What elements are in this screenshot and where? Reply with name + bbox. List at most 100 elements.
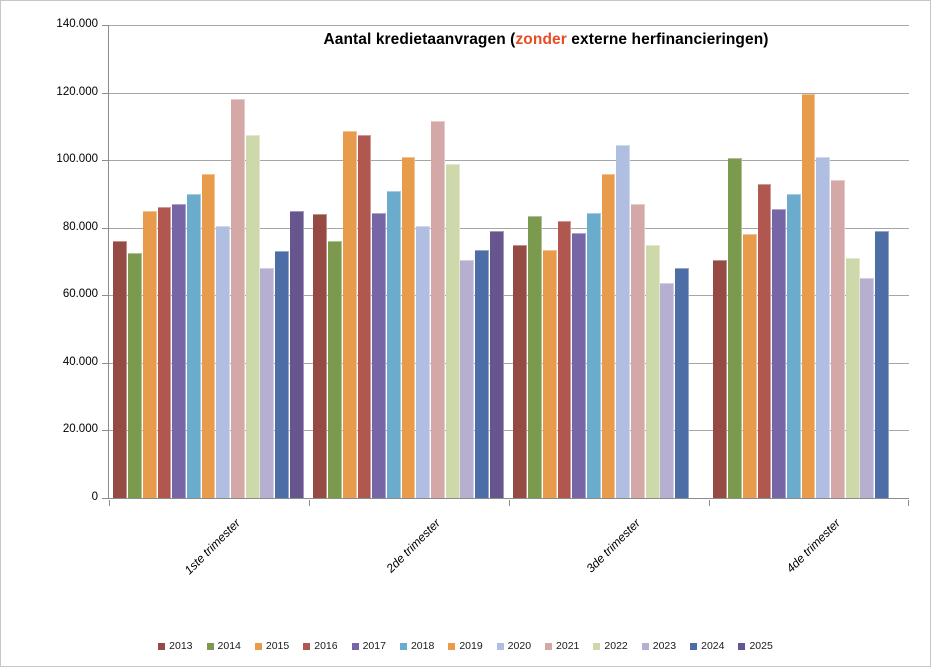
gridline-60.000 [109,295,909,297]
bar-2018-trimester-2 [386,190,401,498]
y-axis-label: 80.000 [62,220,98,233]
y-axis-label: 100.000 [56,153,98,166]
gridline-20.000 [109,430,909,432]
legend-swatch-2016 [303,642,311,650]
legend-swatch-2018 [399,642,407,650]
bar-2015-trimester-4 [742,234,757,498]
y-tick-mark [102,295,108,297]
bar-2022-trimester-2 [445,163,460,498]
legend-swatch-2013 [158,642,166,650]
x-tick-mark [908,500,909,506]
legend-item-2018: 2018 [399,640,435,652]
x-tick-mark [709,500,710,506]
gridline-40.000 [109,362,909,364]
legend-label: 2018 [410,640,435,652]
bar-2015-trimester-1 [142,210,157,498]
y-tick-mark [102,92,108,94]
bar-2014-trimester-1 [128,253,142,498]
legend-label: 2019 [459,640,483,652]
bar-2019-trimester-3 [601,173,616,498]
bar-2014-trimester-2 [328,241,342,498]
bar-2017-trimester-3 [572,232,587,498]
legend-swatch-2022 [593,642,601,650]
legend-swatch-2023 [641,642,649,650]
bar-2024-trimester-3 [675,268,689,498]
y-tick-mark [102,160,108,162]
bar-2013-trimester-4 [713,259,728,498]
y-axis-label: 60.000 [62,288,98,301]
legend-swatch-2020 [496,642,504,650]
legend-label: 2023 [652,640,677,652]
x-tick-mark [109,500,110,506]
bar-2024-trimester-1 [275,251,289,498]
x-axis-label-trimester-4: 4de trimester [783,516,843,576]
plot-area [102,25,909,506]
x-axis-label-trimester-2: 2de trimester [383,516,443,576]
bar-2016-trimester-2 [357,134,372,498]
y-axis-label: 120.000 [56,85,98,98]
legend-label: 2016 [314,640,338,652]
legend-swatch-2015 [254,642,262,650]
chart-title-highlight: zonder [515,31,567,48]
y-tick-mark [102,227,108,229]
legend-item-2025: 2025 [738,640,773,652]
legend-label: 2015 [265,640,290,652]
bar-2023-trimester-2 [460,259,475,498]
legend-label: 2025 [749,640,773,652]
bar-2023-trimester-4 [860,278,875,498]
bar-2019-trimester-1 [201,173,216,498]
y-tick-mark [102,498,108,499]
bar-2014-trimester-3 [528,215,542,498]
legend-swatch-2017 [351,642,359,650]
legend-item-2016: 2016 [303,640,338,652]
bar-2021-trimester-2 [431,121,445,498]
y-axis-label: 40.000 [62,355,98,368]
bar-2020-trimester-4 [816,156,831,498]
bar-2025-trimester-1 [289,210,304,498]
bar-2022-trimester-1 [245,134,260,498]
bar-2018-trimester-1 [186,193,201,498]
legend-item-2013: 2013 [158,640,193,652]
legend-item-2019: 2019 [448,640,483,652]
legend-swatch-2025 [738,642,746,650]
bar-2018-trimester-4 [786,193,801,498]
bar-2017-trimester-1 [172,204,187,498]
legend-label: 2017 [362,640,386,652]
bar-2023-trimester-1 [260,268,275,498]
x-tick-mark [509,500,510,506]
y-tick-mark [102,362,108,364]
bar-2016-trimester-3 [557,220,572,498]
legend-item-2023: 2023 [641,640,677,652]
y-tick-mark [102,430,108,432]
legend-label: 2014 [217,640,241,652]
gridline-80.000 [109,227,909,229]
legend-swatch-2019 [448,642,456,650]
bar-2023-trimester-3 [660,283,675,498]
chart-title: Aantal kredietaanvragen (zonder externe … [146,31,930,49]
gridline-100.000 [109,160,909,162]
bar-2019-trimester-4 [801,94,816,498]
bar-2022-trimester-3 [645,244,660,498]
legend-item-2015: 2015 [254,640,290,652]
legend-item-2024: 2024 [690,640,724,652]
legend-swatch-2014 [206,642,214,650]
legend-label: 2022 [604,640,628,652]
bar-2013-trimester-2 [313,214,328,498]
x-axis-label-trimester-1: 1ste trimester [181,516,243,578]
legend: 2013 2014 2015 2016 2017 2018 2019 2020 2021 2022… [1,640,930,652]
legend-item-2022: 2022 [593,640,628,652]
bar-2013-trimester-3 [513,244,528,498]
y-axis-label: 20.000 [62,423,98,436]
legend-item-2014: 2014 [206,640,241,652]
legend-label: 2021 [556,640,580,652]
x-axis-label-trimester-3: 3de trimester [583,516,643,576]
bar-2013-trimester-1 [113,241,128,498]
bar-2021-trimester-4 [831,180,845,498]
legend-label: 2013 [169,640,193,652]
legend-label: 2020 [507,640,532,652]
bar-2015-trimester-2 [342,131,357,498]
bar-2020-trimester-3 [616,144,631,498]
legend-item-2017: 2017 [351,640,386,652]
bar-2025-trimester-2 [489,231,504,498]
